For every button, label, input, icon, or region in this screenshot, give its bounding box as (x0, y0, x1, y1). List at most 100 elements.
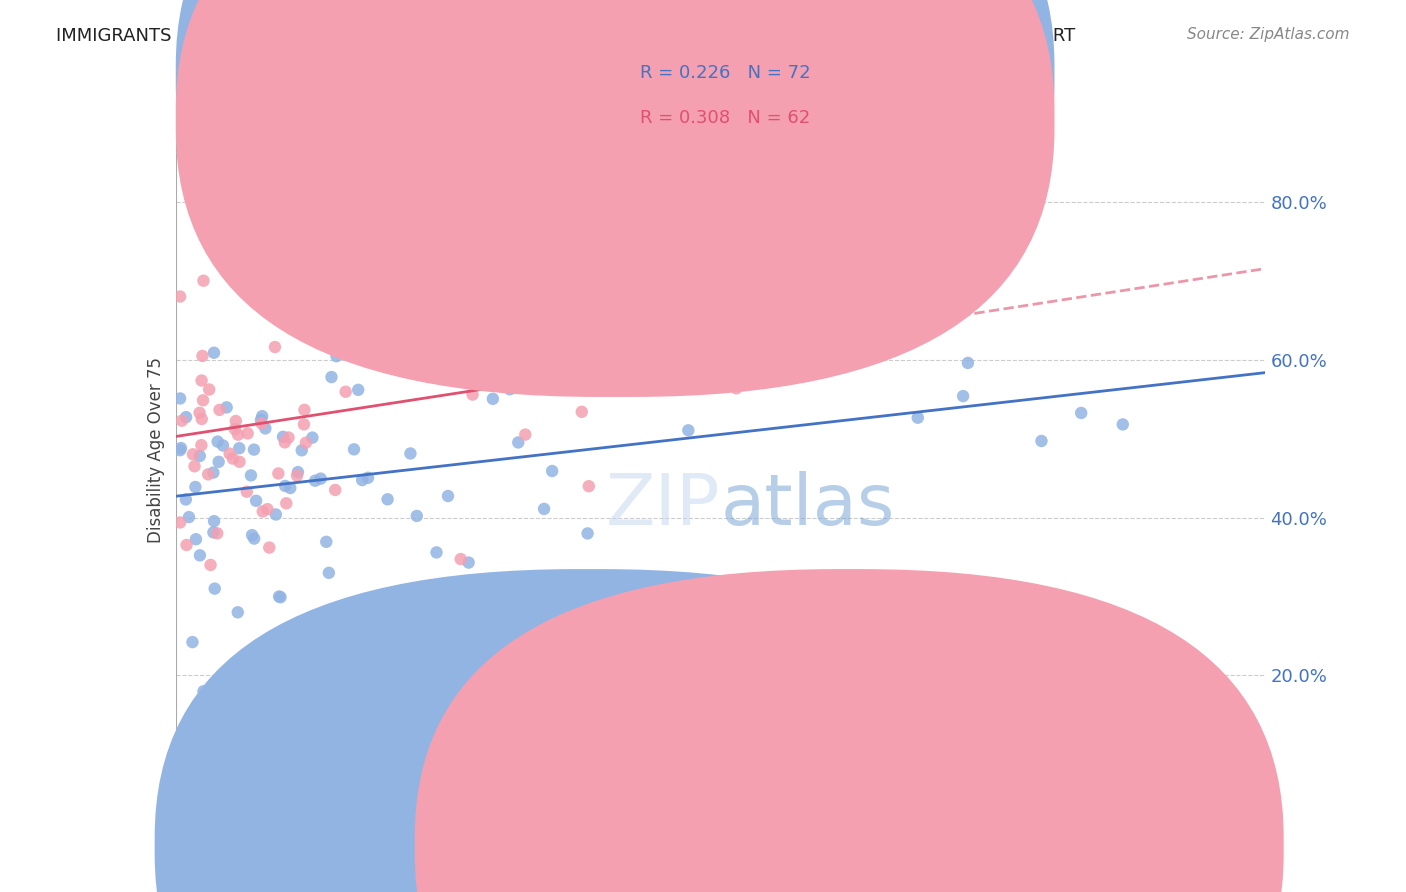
Point (169, 392, 191, 406)
Point (193, 684, 215, 698)
Point (425, 316, 447, 330)
Point (176, 538, 198, 552)
Point (277, 431, 299, 445)
Point (616, 373, 638, 387)
Point (318, 566, 340, 580)
Point (533, 502, 555, 516)
Point (254, 421, 277, 435)
Point (676, 374, 699, 388)
Text: R = 0.308   N = 62: R = 0.308 N = 62 (640, 109, 810, 127)
Point (741, 354, 763, 368)
Point (270, 591, 292, 605)
Point (295, 435, 318, 450)
Point (169, 516, 191, 530)
Point (274, 479, 297, 493)
Point (301, 431, 323, 445)
Point (541, 464, 564, 478)
Point (582, 325, 605, 339)
Point (188, 406, 211, 420)
Point (202, 514, 225, 528)
Point (202, 525, 225, 540)
Point (292, 417, 315, 432)
Y-axis label: Disability Age Over 75: Disability Age Over 75 (146, 358, 165, 543)
Point (197, 467, 219, 482)
Point (294, 402, 316, 417)
Point (208, 403, 231, 417)
Point (678, 423, 700, 437)
Point (250, 413, 273, 427)
Point (325, 349, 347, 363)
Point (207, 526, 229, 541)
Point (508, 435, 530, 450)
Point (218, 447, 240, 461)
Point (184, 480, 207, 494)
Point (347, 383, 370, 397)
Point (228, 441, 250, 455)
Point (200, 558, 222, 572)
Point (628, 307, 651, 321)
Point (202, 345, 225, 359)
Point (169, 289, 191, 303)
Point (499, 382, 522, 396)
Point (315, 534, 337, 549)
Point (191, 393, 214, 408)
Point (907, 410, 929, 425)
Point (202, 466, 225, 480)
Text: ZIP: ZIP (606, 471, 721, 540)
Point (226, 427, 249, 442)
Point (321, 370, 343, 384)
Point (323, 483, 346, 497)
Point (576, 526, 599, 541)
Point (725, 381, 748, 395)
Text: Source: ZipAtlas.com: Source: ZipAtlas.com (1187, 27, 1350, 42)
Point (239, 468, 262, 483)
Point (267, 467, 290, 481)
Point (183, 459, 205, 474)
Point (276, 496, 298, 510)
Point (425, 545, 447, 559)
Point (250, 417, 273, 431)
Point (243, 532, 266, 546)
Point (457, 556, 479, 570)
Point (188, 549, 211, 563)
Point (222, 451, 245, 466)
Point (359, 258, 381, 272)
Point (193, 274, 215, 288)
Point (335, 384, 357, 399)
Point (169, 443, 191, 458)
Point (204, 582, 226, 596)
Point (250, 409, 273, 424)
Text: Immigrants from Bangladesh: Immigrants from Bangladesh (591, 834, 865, 852)
Point (264, 340, 287, 354)
Point (291, 443, 314, 458)
Point (181, 447, 204, 461)
Point (170, 414, 193, 428)
Point (515, 427, 537, 442)
Point (215, 401, 238, 415)
Point (240, 528, 263, 542)
Point (278, 481, 301, 495)
Point (184, 533, 207, 547)
Point (312, 194, 335, 209)
Point (271, 430, 294, 444)
Point (578, 479, 600, 493)
Text: atlas: atlas (721, 471, 896, 540)
Point (285, 468, 308, 483)
Point (363, 211, 385, 225)
Point (190, 412, 212, 426)
Point (236, 484, 259, 499)
Point (571, 405, 593, 419)
Point (207, 434, 229, 449)
Point (245, 493, 267, 508)
Point (188, 449, 211, 463)
Point (330, 320, 353, 334)
Point (377, 492, 399, 507)
Point (212, 438, 235, 452)
Point (287, 465, 309, 479)
Point (352, 473, 374, 487)
Point (225, 414, 247, 428)
Point (190, 438, 212, 452)
Point (174, 410, 197, 425)
Point (1112, 417, 1135, 432)
Point (177, 510, 200, 524)
